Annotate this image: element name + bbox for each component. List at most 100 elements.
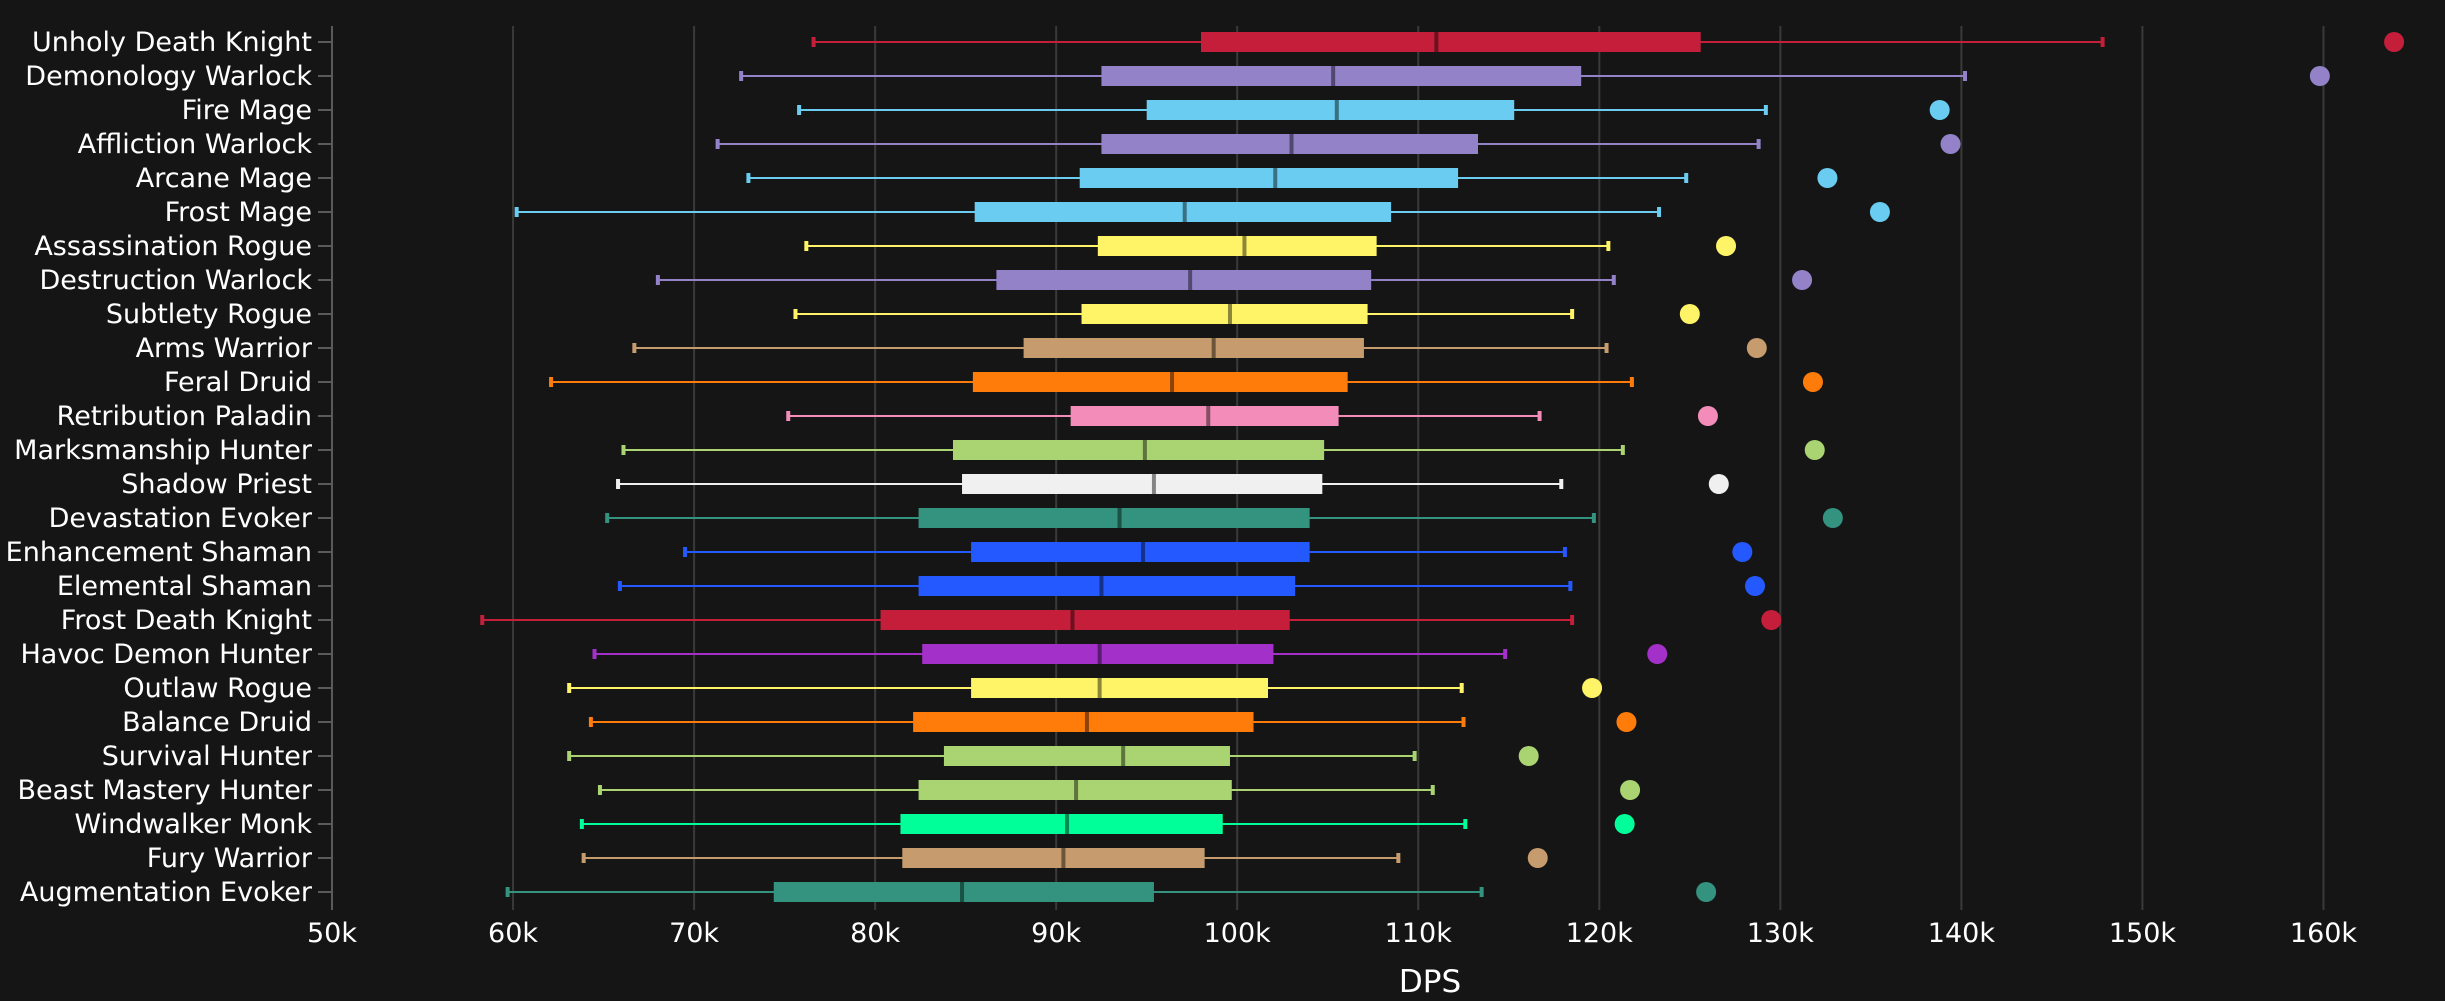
category-label: Havoc Demon Hunter <box>20 639 312 670</box>
outlier-point <box>1518 746 1539 766</box>
box-series <box>746 168 1838 188</box>
iqr-box <box>971 542 1310 562</box>
whisker-cap-max <box>1684 173 1689 183</box>
box-series <box>797 100 1950 120</box>
whisker-cap-min <box>793 309 798 319</box>
median-line <box>1070 610 1075 630</box>
box-series <box>632 338 1767 358</box>
median-line <box>1170 372 1175 392</box>
median-line <box>1097 678 1102 698</box>
outlier-point <box>1616 712 1637 732</box>
whisker-cap-max <box>1412 751 1417 761</box>
box-series <box>616 474 1729 494</box>
iqr-box <box>996 270 1372 290</box>
whisker-cap-max <box>1963 71 1968 81</box>
whisker-cap-min <box>579 819 584 829</box>
x-tick-label: 150k <box>2109 918 2177 949</box>
whisker-cap-max <box>1430 785 1435 795</box>
box-series <box>617 576 1766 596</box>
median-line <box>1211 338 1216 358</box>
median-line <box>1099 576 1104 596</box>
category-label: Shadow Priest <box>121 469 312 500</box>
iqr-box <box>880 610 1290 630</box>
category-label: Frost Mage <box>165 197 312 228</box>
iqr-box <box>918 508 1310 528</box>
median-line <box>1121 746 1126 766</box>
category-label: Balance Druid <box>122 707 312 738</box>
whisker-cap-max <box>1620 445 1625 455</box>
category-label: Beast Mastery Hunter <box>17 775 312 806</box>
x-axis-title: DPS <box>1399 964 1461 1000</box>
x-tick-label: 100k <box>1204 918 1272 949</box>
whisker-cap-max <box>1763 105 1768 115</box>
outlier-point <box>2384 32 2405 52</box>
median-line <box>1141 542 1146 562</box>
whisker-cap-max <box>1570 615 1575 625</box>
whisker-cap-min <box>617 581 622 591</box>
x-tick-label: 120k <box>1566 918 1634 949</box>
category-label: Augmentation Evoker <box>20 877 313 908</box>
median-line <box>1097 644 1102 664</box>
whisker-cap-min <box>811 37 816 47</box>
category-label: Destruction Warlock <box>39 265 312 296</box>
outlier-point <box>1679 304 1700 324</box>
category-label: Affliction Warlock <box>78 129 313 160</box>
iqr-box <box>913 712 1254 732</box>
median-line <box>1334 100 1339 120</box>
outlier-point <box>1802 372 1823 392</box>
box-series <box>480 610 1782 630</box>
outlier-point <box>1582 678 1603 698</box>
outlier-point <box>1869 202 1890 222</box>
box-series <box>786 406 1718 426</box>
iqr-box <box>1070 406 1339 426</box>
box-series <box>811 32 2405 52</box>
category-label: Windwalker Monk <box>74 809 312 840</box>
median-line <box>1434 32 1439 52</box>
median-line <box>1142 440 1147 460</box>
whisker-cap-max <box>2100 37 2105 47</box>
category-label: Feral Druid <box>164 367 312 398</box>
box-series <box>581 848 1548 868</box>
whisker-cap-min <box>588 717 593 727</box>
box-series <box>549 372 1823 392</box>
outlier-point <box>1647 644 1668 664</box>
whisker-cap-max <box>1657 207 1662 217</box>
box-series <box>567 678 1603 698</box>
outlier-point <box>1929 100 1950 120</box>
box-series <box>793 304 1700 324</box>
median-line <box>1227 304 1232 324</box>
whisker-cap-min <box>567 683 572 693</box>
outlier-point <box>1732 542 1753 562</box>
median-line <box>960 882 965 902</box>
category-label: Enhancement Shaman <box>6 537 312 568</box>
median-line <box>1084 712 1089 732</box>
whisker-cap-max <box>1606 241 1611 251</box>
outlier-point <box>1527 848 1548 868</box>
whisker-cap-min <box>480 615 485 625</box>
whisker-cap-min <box>597 785 602 795</box>
whisker-cap-max <box>1459 683 1464 693</box>
x-tick-label: 130k <box>1747 918 1815 949</box>
box-series <box>739 66 2330 86</box>
whisker-cap-min <box>804 241 809 251</box>
x-tick-label: 140k <box>1928 918 1996 949</box>
whisker-cap-min <box>632 343 637 353</box>
median-line <box>1289 134 1294 154</box>
outlier-point <box>1746 338 1767 358</box>
x-tick-label: 160k <box>2290 918 2358 949</box>
whisker-cap-max <box>1479 887 1484 897</box>
category-label: Fury Warrior <box>147 843 313 874</box>
whisker-cap-min <box>592 649 597 659</box>
whisker-cap-min <box>581 853 586 863</box>
iqr-box <box>962 474 1323 494</box>
iqr-box <box>1146 100 1515 120</box>
whisker-cap-max <box>1463 819 1468 829</box>
category-label: Unholy Death Knight <box>32 27 312 58</box>
whisker-cap-max <box>1461 717 1466 727</box>
iqr-box <box>1081 304 1368 324</box>
whisker-cap-max <box>1562 547 1567 557</box>
box-series <box>588 712 1637 732</box>
whisker-cap-max <box>1396 853 1401 863</box>
